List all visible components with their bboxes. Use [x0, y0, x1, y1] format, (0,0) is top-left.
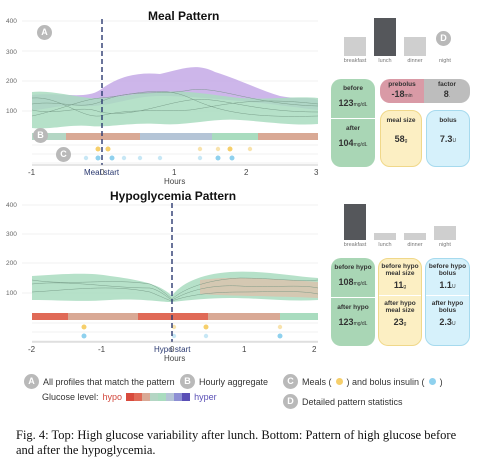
hypo-event-dots: [81, 324, 283, 339]
hypo-start-label: Hypo start: [154, 345, 191, 354]
hypo-salmon-band: [200, 277, 318, 298]
meal-size-card: meal size 58g: [380, 110, 422, 167]
meal-bolus-card: bolus 7.3U: [426, 110, 470, 167]
meal-pattern-chart: 400 300 200 100 -1 0: [6, 18, 319, 186]
legend-c: C Meals ( ) and bolus insulin ( ): [283, 374, 443, 389]
legend-b-text: Hourly aggregate: [199, 376, 269, 387]
meal-bar-night[interactable]: night: [439, 58, 451, 64]
meal-bar-dinner[interactable]: dinner: [404, 37, 426, 64]
legend-d-text: Detailed pattern statistics: [302, 396, 403, 407]
meal-x-tick-1: 1: [172, 168, 177, 177]
legend-badge-a: A: [24, 374, 39, 389]
hypo-x-axis-label: Hours: [164, 354, 185, 363]
meal-size-value: 58g: [394, 134, 408, 144]
meal-x-axis: -1 0 1 2 3 Meal start Hours: [28, 164, 319, 186]
meal-x-tick-0: 0: [100, 168, 105, 177]
hypo-bar-dinner[interactable]: dinner: [404, 233, 426, 248]
hypo-bolus-card: before hypo bolus 1.1U after hypo bolus …: [425, 258, 470, 346]
hypo-bar-breakfast[interactable]: breakfast: [344, 204, 366, 248]
bolus-dot-icon: [428, 378, 436, 385]
hypo-strip-lines: [32, 322, 318, 342]
meal-bar-breakfast[interactable]: breakfast: [344, 37, 366, 64]
meal-bar-lunch[interactable]: lunch: [374, 18, 396, 64]
meal-prebolus-value: -18min: [391, 89, 413, 99]
meal-strip-lines: [32, 144, 318, 164]
meal-factor-value: 8.: [443, 89, 451, 99]
hypo-after-value: 123mg/dL: [338, 317, 368, 327]
meal-bolus-value: 7.3U: [439, 134, 457, 144]
meal-dot-icon: [335, 378, 343, 385]
meal-factor-card: factor 8.: [424, 79, 470, 103]
meal-profile-lines: [31, 89, 319, 117]
meal-event-dots: [83, 146, 253, 161]
meal-x-tick-3: 3: [314, 168, 319, 177]
meal-y-tick-300: 300: [6, 49, 17, 56]
legend-a: A All profiles that match the pattern: [24, 374, 175, 389]
hypo-bar-lunch[interactable]: lunch: [374, 233, 396, 248]
meal-y-tick-100: 100: [6, 108, 17, 115]
hypo-x-tick-neg2: -2: [28, 345, 36, 354]
hypo-meal-card: before hypo meal size 11g after hypo mea…: [378, 258, 422, 346]
hypo-pattern-chart: 400 300 200 100 -2 -1 0 1 2 Hypo start: [6, 202, 319, 363]
badge-b: B: [33, 128, 48, 143]
meal-start-label: Meal start: [84, 168, 120, 177]
legend-b: B Hourly aggregate: [180, 374, 268, 389]
legend-d: D Detailed pattern statistics: [283, 394, 403, 409]
meal-time-of-day-bars: breakfast lunch dinner night: [344, 18, 456, 64]
hypo-pattern-title: Hypoglycemia Pattern: [110, 189, 237, 203]
hypo-before-bolus-value: 1.1U: [439, 280, 456, 290]
hypo-y-tick-300: 300: [6, 231, 17, 238]
meal-x-tick-2: 2: [244, 168, 249, 177]
meal-hourly-aggregate: [32, 133, 318, 140]
hypo-x-tick-neg1: -1: [98, 345, 106, 354]
glucose-color-scale: [126, 393, 191, 401]
badge-d: D: [436, 31, 451, 46]
badge-a: A: [37, 25, 52, 40]
hypo-x-tick-2: 2: [312, 345, 317, 354]
hypo-bar-night[interactable]: night: [434, 226, 456, 248]
figure-caption: Fig. 4: Top: High glucose variability af…: [16, 428, 457, 457]
badge-c: C: [56, 147, 71, 162]
meal-y-axis: 400 300 200 100: [6, 18, 17, 115]
meal-y-tick-200: 200: [6, 78, 17, 85]
meal-prebolus-card: prebolus -18min: [380, 79, 424, 103]
meal-after-value: 104mg/dL: [338, 138, 368, 148]
meal-green-band: [32, 91, 318, 129]
meal-y-tick-400: 400: [6, 18, 17, 25]
meal-before-value: 123mg/dL: [338, 98, 368, 108]
hypo-y-tick-400: 400: [6, 202, 17, 209]
glucose-level-label: Glucose level:: [42, 392, 99, 402]
hypo-time-of-day-bars: breakfast lunch dinner night: [344, 204, 456, 248]
hypo-before-value: 108mg/dL: [338, 277, 368, 287]
hypo-x-axis: -2 -1 0 1 2 Hypo start Hours: [28, 341, 318, 363]
hypo-x-tick-0: 0: [170, 345, 175, 354]
hypo-x-tick-1: 1: [242, 345, 247, 354]
legend-badge-d: D: [283, 394, 298, 409]
hypo-before-meal-value: 11g: [393, 280, 407, 290]
meal-before-after-card: before 123mg/dL after 104mg/dL: [331, 79, 375, 167]
hypo-y-tick-200: 200: [6, 260, 17, 267]
legend-glucose: Glucose level: hypo hyper: [42, 392, 217, 402]
hypo-y-axis: 400 300 200 100: [6, 202, 17, 297]
legend-badge-b: B: [180, 374, 195, 389]
hypo-glucose-card: before hypo 108mg/dL after hypo 123mg/dL: [331, 258, 375, 346]
legend-a-text: All profiles that match the pattern: [43, 376, 175, 387]
hypo-after-meal-value: 23g: [393, 317, 407, 327]
hyper-word: hyper: [194, 392, 217, 402]
hypo-after-bolus-value: 2.3U: [439, 317, 456, 327]
legend-badge-c: C: [283, 374, 298, 389]
meal-x-axis-label: Hours: [164, 177, 185, 186]
hypo-hourly-aggregate: [32, 313, 318, 320]
hypo-word: hypo: [102, 392, 123, 402]
meal-x-tick-neg1: -1: [28, 168, 36, 177]
hypo-y-tick-100: 100: [6, 290, 17, 297]
meal-pattern-title: Meal Pattern: [148, 9, 220, 23]
